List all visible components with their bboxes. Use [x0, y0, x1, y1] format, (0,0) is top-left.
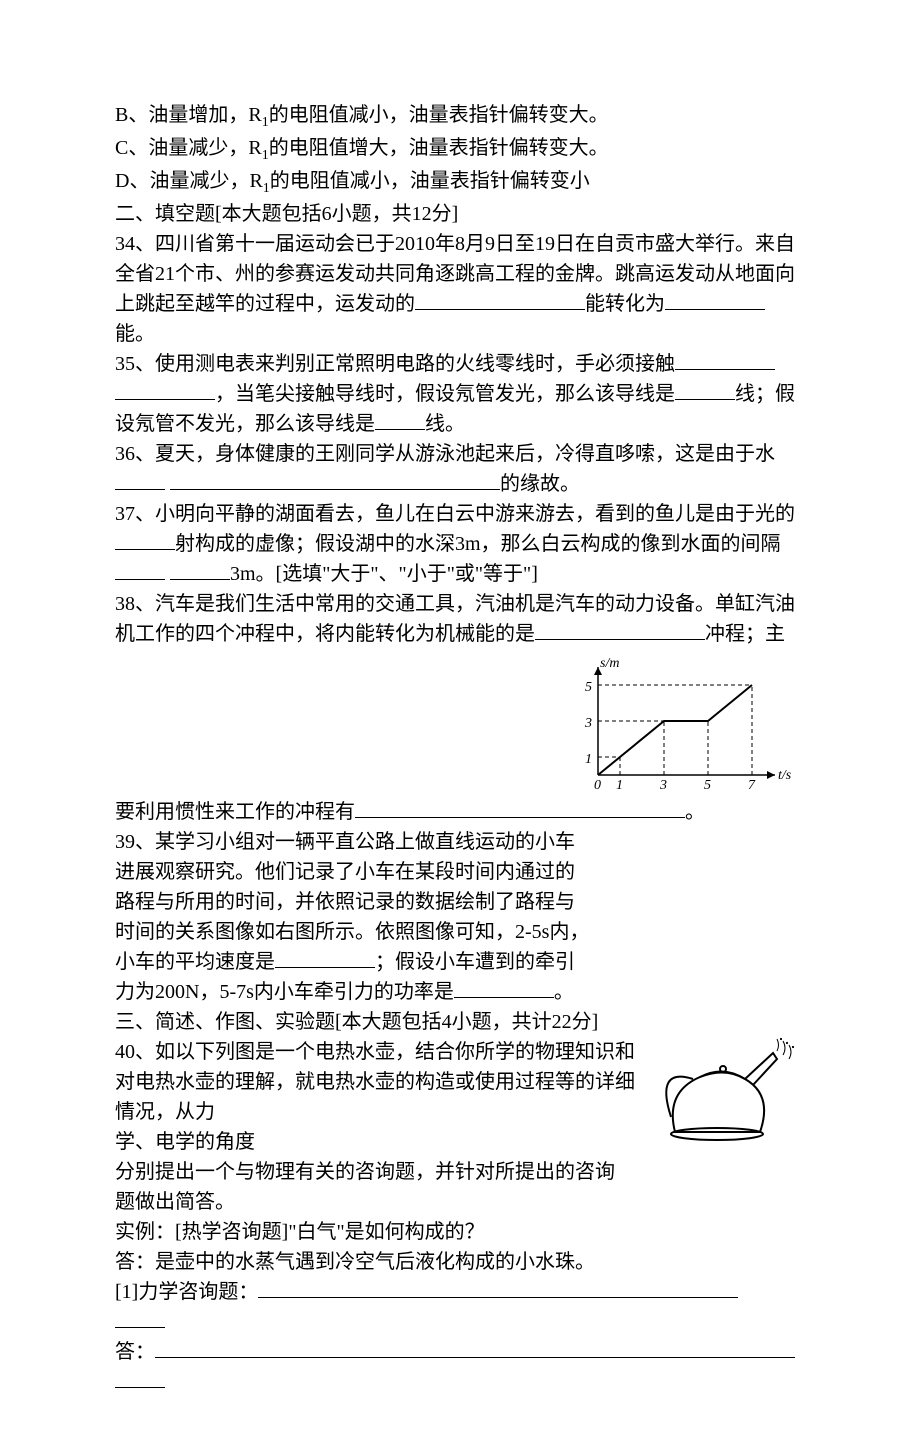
q38-text-c: 要利用惯性来工作的冲程有 — [115, 801, 355, 823]
blank — [454, 978, 554, 998]
q36-text-b: 的缘故。 — [500, 473, 580, 495]
q35-text-d: 线。 — [425, 413, 465, 435]
q37: 37、小明向平静的湖面看去，鱼儿在白云中游来游去，看到的鱼儿是由于光的 射构成的… — [115, 499, 805, 589]
kettle-figure — [645, 1037, 805, 1157]
svg-text:7: 7 — [748, 778, 756, 793]
svg-text:0: 0 — [594, 778, 601, 793]
q40-text-h: 答： — [115, 1341, 155, 1363]
q40-l1: 40、如以下列图是一个电热水壶，结合你所学的物理知识和对电热水壶的理解，就电热水… — [115, 1037, 635, 1127]
q35: 35、使用测电表来判别正常照明电路的火线零线时，手必须接触 ，当笔尖接触导线时，… — [115, 349, 805, 439]
blank — [170, 560, 230, 580]
q40-l4: 题做出简答。 — [115, 1187, 635, 1217]
q34-text-c: 能。 — [115, 323, 155, 345]
q34: 34、四川省第十一届运动会已于2010年8月9日至19日在自贡市盛大举行。来自全… — [115, 229, 805, 349]
svg-text:5: 5 — [585, 680, 592, 695]
q35-text-b: ，当笔尖接触导线时，假设氖管发光，那么该导线是 — [215, 383, 675, 405]
q40-l3: 分别提出一个与物理有关的咨询题，并针对所提出的咨询 — [115, 1157, 635, 1187]
blank — [275, 948, 375, 968]
q37-text-c: 3m。[选填"大于"、"小于"或"等于"] — [230, 563, 538, 585]
blank — [115, 1368, 165, 1388]
blank — [115, 470, 165, 490]
section-3-header: 三、简述、作图、实验题[本大题包括4小题，共计22分] — [115, 1007, 805, 1037]
blank — [415, 290, 585, 310]
svg-text:s/m: s/m — [600, 656, 619, 671]
q38-part1: 38、汽车是我们生活中常用的交通工具，汽油机是汽车的动力设备。单缸汽油机工作的四… — [115, 589, 805, 649]
blank — [675, 350, 775, 370]
q39-chart: 0 1 3 5 7 1 3 5 s/m t/s — [570, 655, 805, 795]
svg-text:3: 3 — [659, 778, 667, 793]
q39-l6: 力为200N，5-7s内小车牵引力的功率是 。 — [115, 977, 805, 1007]
q39-l1: 39、某学习小组对一辆平直公路上做直线运动的小车 — [115, 827, 805, 857]
section-2-header: 二、填空题[本大题包括6小题，共12分] — [115, 199, 805, 229]
q39-text-f: ；假设小车遭到的牵引 — [375, 951, 575, 973]
blank — [115, 560, 165, 580]
option-c: C、油量减少，R1的电阻值增大，油量表指针偏转变大。 — [115, 133, 805, 166]
blank — [115, 530, 175, 550]
blank — [675, 380, 735, 400]
q39-text-e: 小车的平均速度是 — [115, 951, 275, 973]
blank — [155, 1338, 795, 1358]
blank — [355, 798, 685, 818]
svg-text:5: 5 — [704, 778, 711, 793]
q39-l4: 时间的关系图像如右图所示。依照图像可知，2-5s内， — [115, 917, 805, 947]
q38-text-b: 冲程；主 — [705, 623, 785, 645]
svg-text:1: 1 — [616, 778, 623, 793]
q37-text-a: 37、小明向平静的湖面看去，鱼儿在白云中游来游去，看到的鱼儿是由于光的 — [115, 503, 795, 525]
q39-l2: 进展观察研究。他们记录了小车在某段时间内通过的 — [115, 857, 805, 887]
option-b: B、油量增加，R1的电阻值减小，油量表指针偏转变大。 — [115, 100, 805, 133]
svg-text:1: 1 — [585, 752, 592, 767]
q40-l2: 学、电学的角度 — [115, 1127, 635, 1157]
svg-text:t/s: t/s — [778, 768, 792, 783]
q40-text-g: [1]力学咨询题： — [115, 1281, 258, 1303]
q39-l5: 小车的平均速度是 ；假设小车遭到的牵引 — [115, 947, 805, 977]
q38-part2: 要利用惯性来工作的冲程有 。 — [115, 797, 805, 827]
q40-sub1b — [115, 1307, 805, 1337]
q40-sub1: [1]力学咨询题： — [115, 1277, 805, 1307]
blank — [170, 470, 500, 490]
q40-example: 实例：[热学咨询题]"白气"是如何构成的？ — [115, 1217, 805, 1247]
q40-example-ans: 答：是壶中的水蒸气遇到冷空气后液化构成的小水珠。 — [115, 1247, 805, 1277]
blank — [115, 380, 215, 400]
q40-ans: 答： — [115, 1337, 805, 1367]
blank — [535, 620, 705, 640]
option-d: D、油量减少，R1的电阻值减小，油量表指针偏转变小 — [115, 166, 805, 199]
blank — [665, 290, 765, 310]
q38-text-d: 。 — [685, 801, 705, 823]
blank — [258, 1278, 738, 1298]
q34-text-b: 能转化为 — [585, 293, 665, 315]
svg-text:3: 3 — [584, 716, 592, 731]
q35-text-a: 35、使用测电表来判别正常照明电路的火线零线时，手必须接触 — [115, 353, 675, 375]
blank — [115, 1308, 165, 1328]
q36: 36、夏天，身体健康的王刚同学从游泳池起来后，冷得直哆嗦，这是由于水 的缘故。 — [115, 439, 805, 499]
q36-text-a: 36、夏天，身体健康的王刚同学从游泳池起来后，冷得直哆嗦，这是由于水 — [115, 443, 775, 465]
q39-text-h: 。 — [554, 981, 574, 1003]
q39-l3: 路程与所用的时间，并依照记录的数据绘制了路程与 — [115, 887, 805, 917]
blank — [375, 410, 425, 430]
q39-text-g: 力为200N，5-7s内小车牵引力的功率是 — [115, 981, 454, 1003]
q40-ansb — [115, 1367, 805, 1397]
q37-text-b: 射构成的虚像；假设湖中的水深3m，那么白云构成的像到水面的间隔 — [175, 533, 781, 555]
